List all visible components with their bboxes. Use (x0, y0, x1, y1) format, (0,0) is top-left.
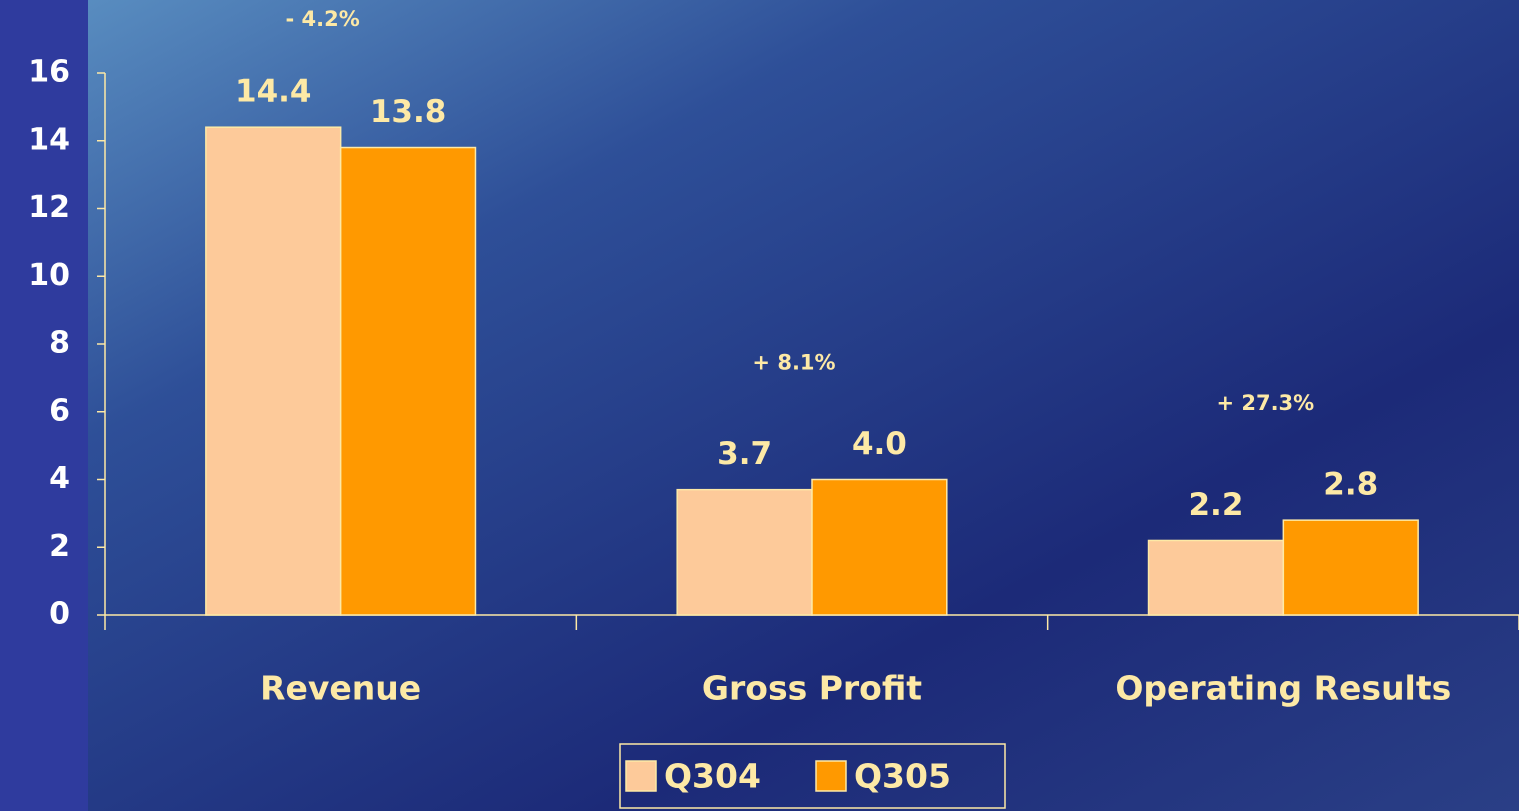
x-tick-label: Revenue (260, 669, 421, 708)
y-tick-label: 8 (49, 326, 70, 361)
legend-swatch (816, 761, 846, 791)
x-tick-label: Operating Results (1115, 669, 1451, 708)
x-tick-label: Gross Profit (702, 669, 922, 708)
bar (677, 490, 812, 615)
y-tick-label: 16 (28, 55, 70, 90)
value-label: 2.2 (1188, 487, 1243, 523)
legend-swatch (626, 761, 656, 791)
value-label: 2.8 (1323, 467, 1378, 503)
value-label: 14.4 (235, 74, 312, 110)
value-label: 13.8 (370, 94, 447, 130)
value-label: 3.7 (717, 436, 772, 472)
legend-label: Q304 (664, 757, 761, 796)
chart: 0 2 4 6 8 10 12 14 16 Revenue 14.4 13.8 - 4.2% Gross … (0, 0, 1519, 811)
annotation: + 27.3% (1216, 391, 1314, 415)
annotation: - 4.2% (286, 7, 360, 31)
y-tick-label: 10 (28, 258, 70, 293)
value-label: 4.0 (852, 426, 907, 462)
bar (206, 127, 341, 615)
bar (1283, 520, 1418, 615)
y-tick-label: 12 (28, 190, 70, 225)
bar (341, 148, 476, 615)
annotation: + 8.1% (752, 351, 835, 375)
y-tick-label: 4 (49, 461, 70, 496)
bar (1149, 540, 1284, 615)
y-tick-label: 14 (28, 122, 70, 157)
y-tick-label: 2 (49, 529, 70, 564)
legend-label: Q305 (854, 757, 951, 796)
y-tick-label: 6 (49, 393, 70, 428)
bar (812, 480, 947, 616)
y-tick-label: 0 (49, 597, 70, 632)
